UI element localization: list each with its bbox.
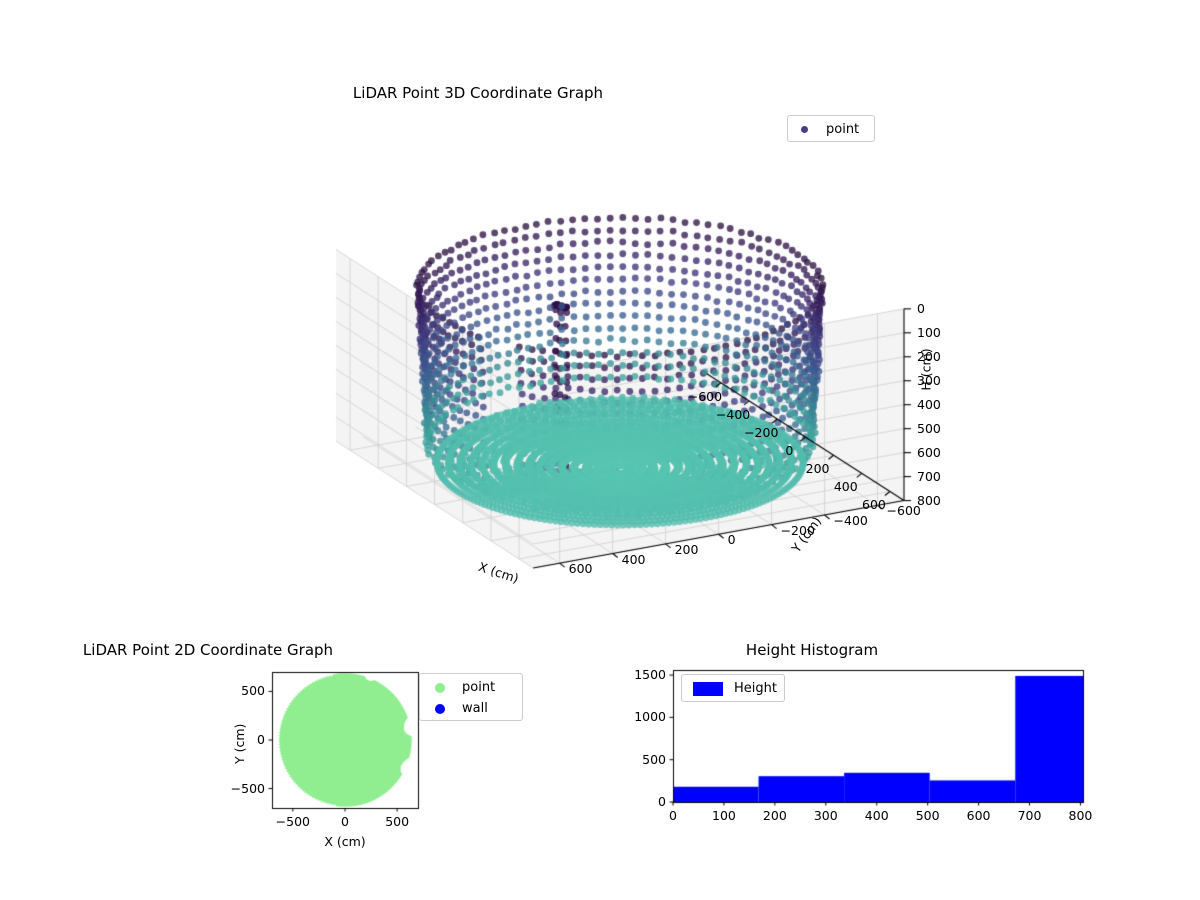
height-patch-icon	[693, 681, 723, 696]
x-tick-label: 700	[1017, 808, 1042, 823]
y-tick-label: 500	[642, 751, 666, 767]
x-tick-label: 500	[915, 808, 940, 823]
panel-hist-legend[interactable]: Height	[681, 674, 785, 702]
x-tick-label: 100	[711, 808, 736, 823]
y-tick-label: 1000	[634, 709, 666, 725]
x-tick-label: 800	[1068, 808, 1093, 823]
panel-hist-title: Height Histogram	[745, 641, 879, 659]
x-tick-label: 300	[813, 808, 838, 823]
x-tick-label: 400	[864, 808, 889, 823]
x-tick-label: 200	[762, 808, 787, 823]
legend-item-height: Height	[687, 678, 779, 699]
y-tick-label: 1500	[634, 667, 666, 683]
x-tick-label: 0	[669, 808, 677, 823]
x-tick-label: 600	[966, 808, 991, 823]
y-tick-label: 0	[658, 794, 666, 809]
legend-label: Height	[734, 681, 777, 696]
